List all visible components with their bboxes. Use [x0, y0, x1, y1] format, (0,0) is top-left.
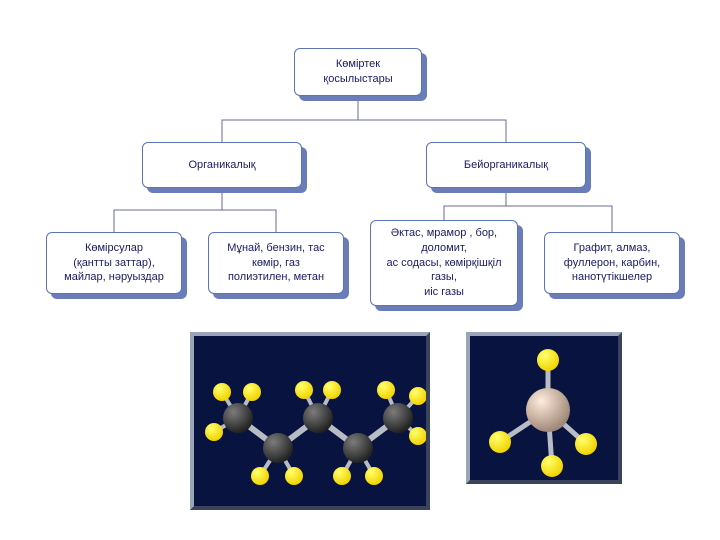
node-text-line: көмір, газ [252, 256, 300, 271]
node-box: Бейорганикалық [426, 142, 586, 188]
node-text-line: нанотүтікшелер [572, 270, 652, 285]
node-text-line: фуллерон, карбин, [564, 256, 660, 271]
node-text-line: ас содасы, көмірқішқіл [386, 256, 501, 271]
node-text-line: иіс газы [424, 285, 464, 300]
node-box: Әктас, мрамор , бор,доломит,ас содасы, к… [370, 220, 518, 306]
node-box: Мұнай, бензин, таскөмір, газполиэтилен, … [208, 232, 344, 294]
node-text: Бейорганикалық [464, 158, 548, 173]
node-leaf3: Әктас, мрамор , бор,доломит,ас содасы, к… [370, 220, 523, 311]
node-box: Графит, алмаз,фуллерон, карбин,нанотүтік… [544, 232, 680, 294]
connector [114, 188, 222, 232]
node-text-line: полиэтилен, метан [228, 270, 324, 285]
node-box: Органикалық [142, 142, 302, 188]
node-text-line: доломит, [421, 241, 467, 256]
node-inorganic: Бейорганикалық [426, 142, 591, 193]
molecule-bg [194, 336, 426, 506]
node-leaf1: Көмірсулар(қантты заттар),майлар, нәруыз… [46, 232, 187, 299]
connector [222, 96, 358, 142]
node-text-line: Графит, алмаз, [574, 241, 651, 256]
molecule-methane-svg [470, 336, 618, 480]
molecule-methane [466, 332, 622, 484]
node-box: Көмірсулар(қантты заттар),майлар, нәруыз… [46, 232, 182, 294]
molecule-pentane-svg [194, 336, 426, 506]
node-text-line: (қантты заттар), [73, 256, 155, 271]
node-text: Көміртек қосылыстары [303, 57, 413, 87]
node-box: Көміртек қосылыстары [294, 48, 422, 96]
node-organic: Органикалық [142, 142, 307, 193]
node-leaf2: Мұнай, бензин, таскөмір, газполиэтилен, … [208, 232, 349, 299]
connector [222, 188, 276, 232]
node-text-line: майлар, нәруыздар [64, 270, 164, 285]
node-root: Көміртек қосылыстары [294, 48, 427, 101]
node-text-line: Көмірсулар [85, 241, 143, 256]
node-text: Органикалық [188, 158, 255, 173]
node-text-line: Мұнай, бензин, тас [227, 241, 324, 256]
node-text-line: газы, [431, 270, 457, 285]
molecule-bg [470, 336, 618, 480]
node-text-line: Әктас, мрамор , бор, [391, 226, 497, 241]
molecule-pentane [190, 332, 430, 510]
connector [358, 96, 506, 142]
node-leaf4: Графит, алмаз,фуллерон, карбин,нанотүтік… [544, 232, 685, 299]
